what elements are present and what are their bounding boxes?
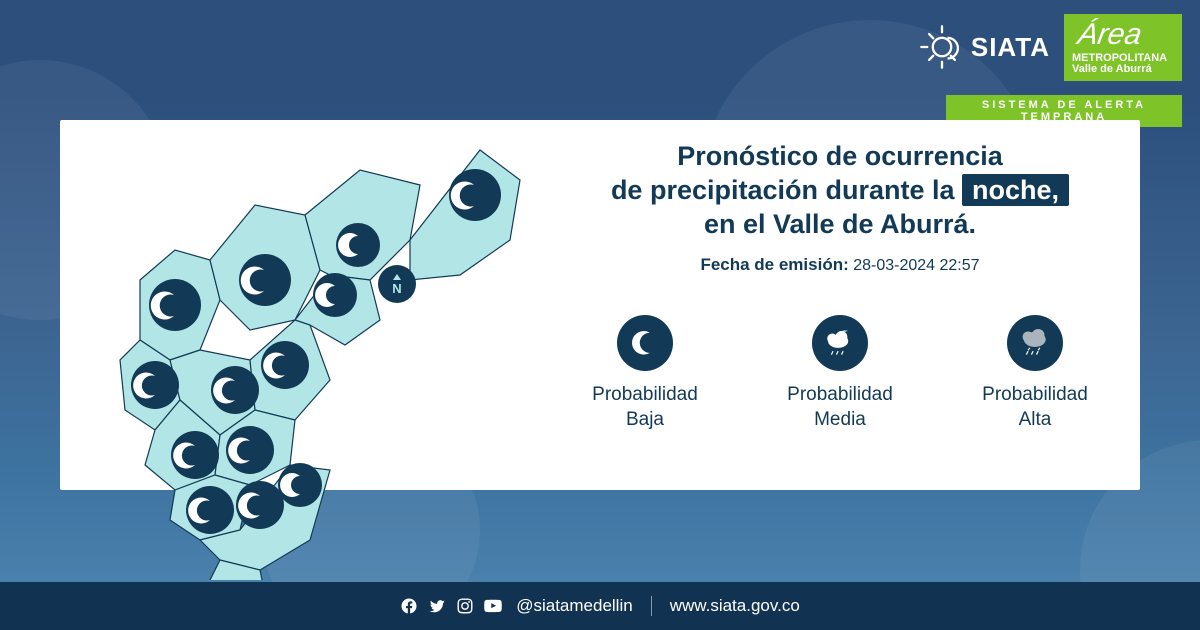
instagram-icon[interactable] [456, 597, 474, 615]
twitter-icon[interactable] [428, 597, 446, 615]
map-probability-marker[interactable] [211, 366, 259, 414]
social-handle-text[interactable]: @siatamedellin [516, 596, 632, 616]
map-probability-marker[interactable] [261, 341, 309, 389]
facebook-icon[interactable] [400, 597, 418, 615]
map-probability-marker[interactable] [149, 279, 201, 331]
header-logo-group: SIATA Área METROPOLITANA Valle de Aburrá [905, 14, 1182, 81]
map-probability-marker[interactable] [239, 254, 291, 306]
youtube-icon[interactable] [484, 597, 502, 615]
moon-cloud-rain-icon-circle [812, 315, 868, 371]
siata-logo: SIATA [905, 14, 1064, 80]
area-metropolitana-logo: Área METROPOLITANA Valle de Aburrá [1064, 14, 1182, 81]
cloud-rain-icon-circle [1007, 315, 1063, 371]
siata-brand-text: SIATA [971, 32, 1050, 63]
valle-de-aburra-map[interactable] [80, 130, 530, 580]
website-url-text[interactable]: www.siata.gov.co [670, 596, 800, 616]
noche-highlight-badge: noche, [962, 174, 1069, 206]
map-probability-marker[interactable] [171, 431, 219, 479]
legend-item-baja[interactable]: Probabilidad Baja [560, 315, 730, 432]
footer-divider [651, 596, 652, 616]
moon-icon-circle [617, 315, 673, 371]
map-probability-marker[interactable] [278, 463, 322, 507]
forecast-card: N Pronóstico de ocurrencia de precipitac… [60, 120, 1140, 490]
probability-legend: Probabilidad Baja Prob [560, 315, 1120, 432]
map-probability-marker[interactable] [186, 486, 234, 534]
map-probability-marker[interactable] [131, 361, 179, 409]
legend-item-alta[interactable]: Probabilidad Alta [950, 315, 1120, 432]
map-probability-marker[interactable] [449, 169, 501, 221]
title-line-2: de precipitación durante la noche, [560, 174, 1120, 208]
forecast-title-block: Pronóstico de ocurrencia de precipitació… [560, 140, 1120, 275]
map-probability-marker[interactable] [236, 481, 284, 529]
social-icons-group [400, 597, 502, 615]
legend-item-media[interactable]: Probabilidad Media [755, 315, 925, 432]
map-compass: N [378, 265, 416, 303]
map-probability-marker[interactable] [336, 223, 380, 267]
map-probability-marker[interactable] [226, 426, 274, 474]
map-probability-marker[interactable] [313, 273, 357, 317]
page-footer: @siatamedellin www.siata.gov.co [0, 582, 1200, 630]
title-line-1: Pronóstico de ocurrencia [560, 140, 1120, 174]
fecha-emision-row: Fecha de emisión: 28-03-2024 22:57 [560, 255, 1120, 275]
title-line-3: en el Valle de Aburrá. [560, 208, 1120, 242]
